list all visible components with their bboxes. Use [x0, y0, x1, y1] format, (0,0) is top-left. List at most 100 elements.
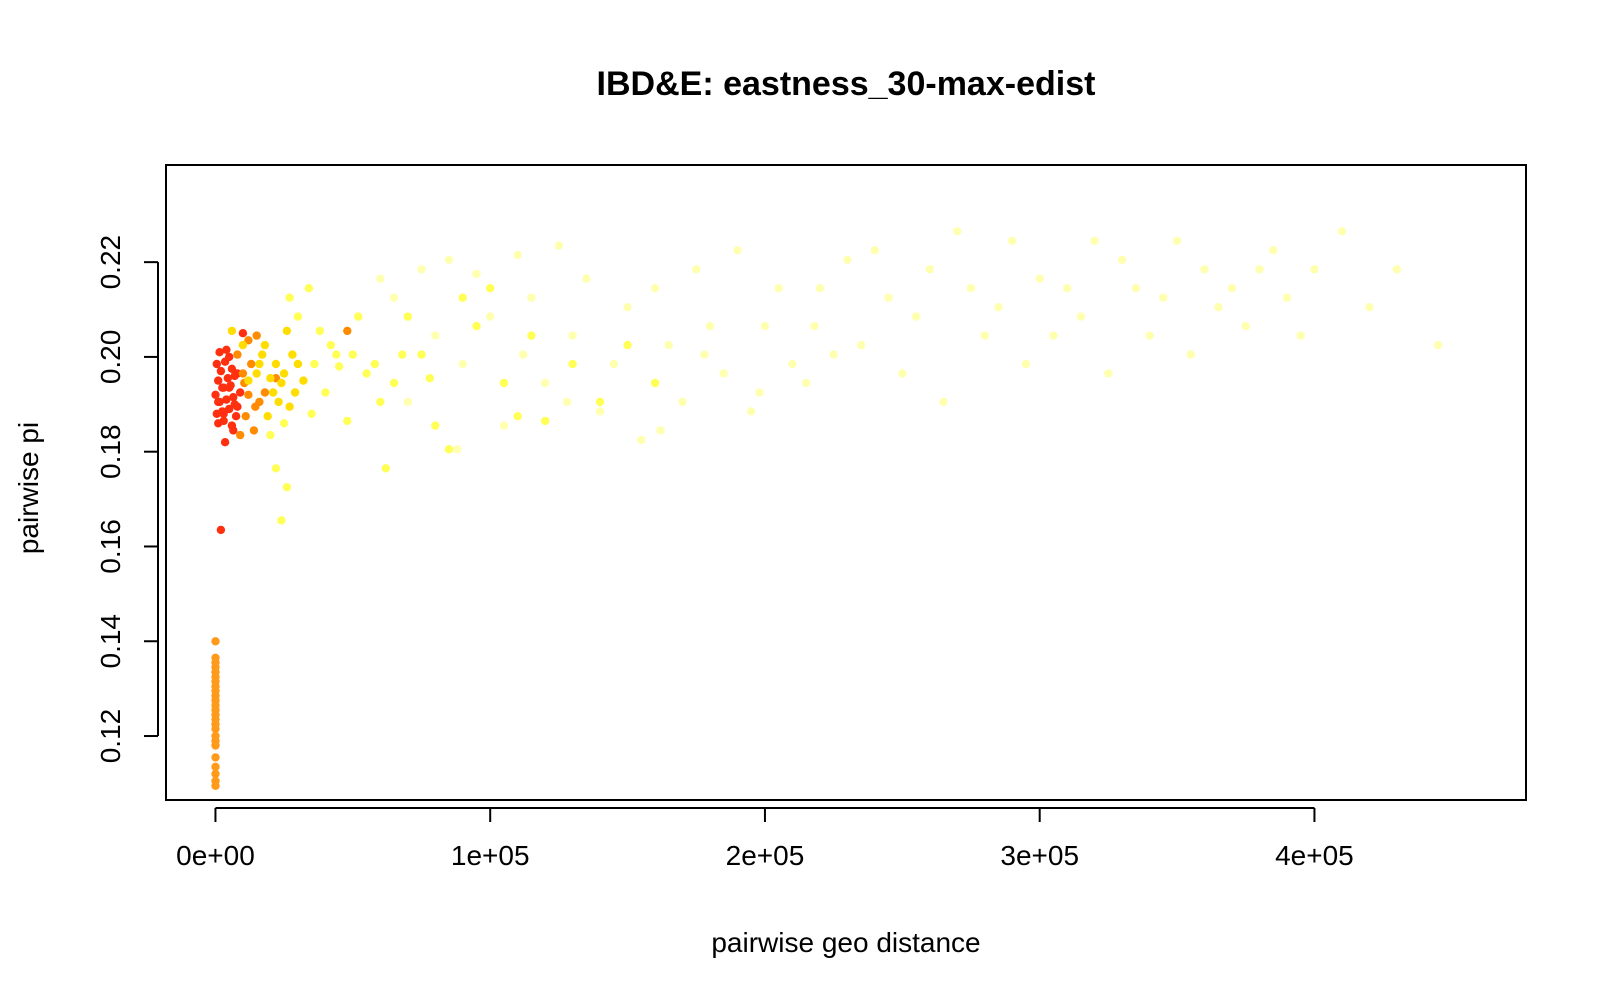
data-point-1-3	[219, 416, 228, 426]
data-point-5-69	[1214, 303, 1223, 312]
y-tick-label-2: 0.16	[95, 519, 126, 574]
data-point-0-2	[211, 769, 220, 779]
data-point-3-8	[252, 369, 261, 378]
data-point-3-4	[279, 369, 289, 378]
data-point-5-68	[1172, 236, 1182, 245]
data-point-4-31	[650, 378, 660, 388]
data-point-4-18	[444, 445, 454, 454]
y-tick-label-1: 0.14	[95, 614, 126, 669]
data-point-1-1	[220, 438, 230, 447]
data-point-1-29	[218, 383, 227, 392]
x-axis-label: pairwise geo distance	[711, 927, 980, 958]
data-point-4-19	[472, 321, 481, 331]
data-point-2-6	[247, 359, 256, 369]
data-point-5-58	[705, 321, 715, 331]
data-point-1-34	[230, 400, 239, 409]
data-point-5-45	[1063, 284, 1072, 293]
x-tick-label-4: 4e+05	[1275, 840, 1354, 871]
data-point-5-18	[994, 303, 1003, 312]
data-point-4-34	[310, 359, 319, 369]
data-point-1-10	[222, 395, 231, 404]
data-point-2-8	[252, 331, 261, 340]
data-point-3-5	[288, 350, 297, 359]
data-point-5-51	[1310, 265, 1319, 274]
data-point-0-3	[211, 762, 220, 771]
data-point-0-4	[211, 753, 220, 762]
data-point-5-56	[609, 359, 618, 369]
data-point-5-17	[953, 227, 962, 236]
data-point-3-17	[255, 359, 264, 369]
data-point-4-14	[282, 483, 292, 492]
data-point-5-29	[1433, 340, 1443, 350]
data-point-4-29	[403, 312, 412, 321]
data-point-2-9	[244, 336, 253, 345]
chart-title: IBD&E: eastness_30-max-edist	[597, 65, 1096, 103]
data-point-4-1	[279, 419, 289, 428]
data-point-5-33	[541, 378, 550, 388]
data-point-4-27	[304, 284, 314, 293]
data-point-1-7	[225, 404, 234, 414]
data-point-3-14	[263, 412, 272, 421]
data-point-5-24	[1241, 321, 1251, 331]
data-point-5-79	[810, 321, 819, 331]
data-point-1-19	[227, 364, 237, 373]
data-point-5-19	[1035, 274, 1044, 283]
data-point-5-54	[527, 293, 536, 302]
x-tick-label-0: 0e+00	[176, 840, 255, 871]
data-point-3-12	[269, 388, 278, 397]
data-point-3-7	[277, 378, 286, 388]
data-point-5-20	[1076, 312, 1086, 321]
data-point-5-43	[980, 331, 989, 340]
data-point-4-9	[326, 340, 335, 350]
data-point-0-24	[211, 637, 220, 646]
data-point-5-2	[444, 255, 454, 264]
data-point-5-5	[554, 241, 564, 250]
data-point-1-27	[236, 388, 245, 397]
data-point-3-2	[258, 350, 267, 359]
data-point-5-47	[1145, 331, 1154, 340]
data-point-4-37	[370, 359, 379, 369]
data-point-5-8	[664, 340, 673, 350]
data-point-2-1	[241, 412, 250, 421]
data-point-5-75	[562, 397, 572, 407]
data-point-1-15	[214, 376, 223, 385]
data-point-5-16	[925, 265, 934, 274]
data-point-1-20	[212, 359, 221, 369]
data-point-4-21	[527, 331, 536, 340]
data-point-5-59	[774, 284, 783, 293]
data-point-5-21	[1117, 255, 1127, 264]
data-point-4-26	[513, 412, 522, 421]
data-point-4-17	[458, 293, 467, 302]
data-point-4-4	[334, 362, 344, 371]
data-point-1-23	[215, 348, 224, 357]
data-point-5-74	[519, 350, 528, 359]
data-point-5-36	[678, 397, 687, 407]
data-point-5-6	[582, 274, 591, 283]
data-point-4-15	[417, 350, 426, 359]
data-point-5-76	[656, 426, 665, 435]
x-tick-label-1: 1e+05	[451, 840, 530, 871]
data-point-5-35	[637, 435, 646, 445]
y-tick-label-4: 0.20	[95, 330, 126, 385]
data-point-2-5	[238, 369, 248, 378]
data-point-5-10	[733, 246, 742, 255]
data-point-1-0	[216, 525, 226, 535]
data-point-5-67	[1131, 284, 1141, 293]
data-point-5-0	[376, 274, 385, 283]
data-point-1-31	[214, 397, 223, 407]
data-point-4-6	[315, 326, 325, 336]
data-point-4-8	[285, 293, 294, 302]
data-point-1-8	[231, 412, 241, 421]
data-point-5-14	[843, 255, 852, 264]
y-tick-label-0: 0.12	[95, 709, 126, 764]
data-point-2-2	[249, 426, 259, 435]
data-point-5-63	[966, 284, 976, 293]
data-point-5-53	[486, 312, 495, 321]
data-point-5-37	[719, 369, 728, 378]
data-point-0-1	[211, 776, 220, 786]
data-point-5-73	[453, 445, 462, 454]
data-point-5-44	[1021, 359, 1031, 369]
data-point-5-78	[755, 388, 764, 397]
data-point-4-22	[541, 416, 550, 426]
data-point-5-4	[513, 250, 522, 260]
